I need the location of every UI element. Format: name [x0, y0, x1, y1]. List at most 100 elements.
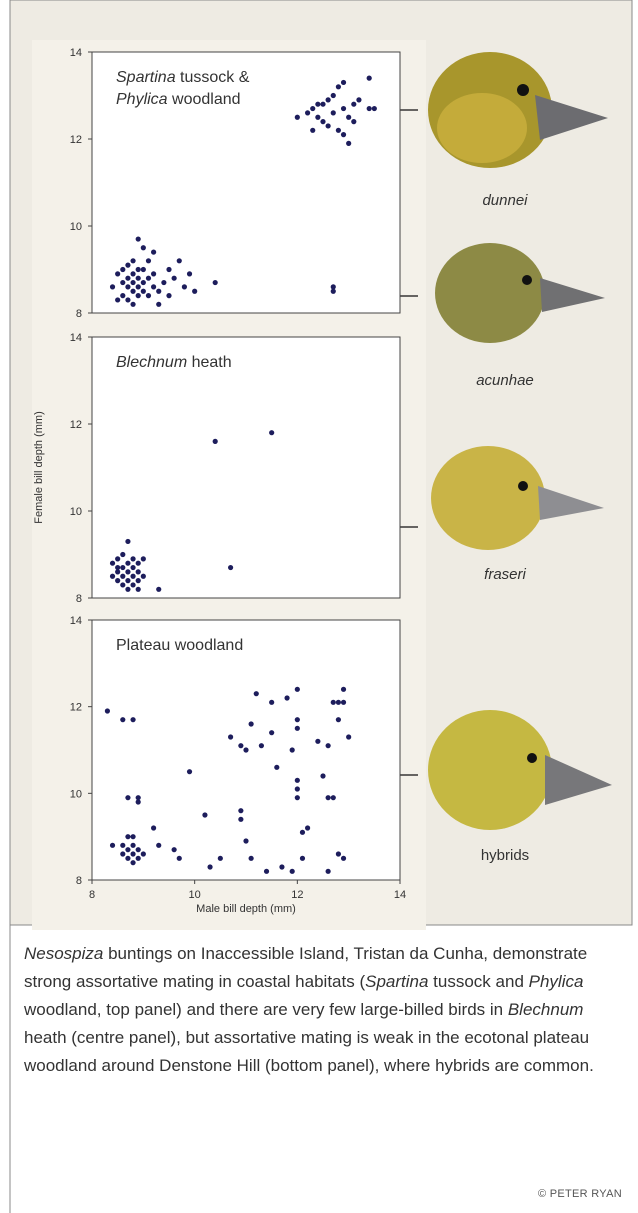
point [315, 102, 320, 107]
point [341, 687, 346, 692]
point [115, 297, 120, 302]
point [166, 267, 171, 272]
point [125, 795, 130, 800]
point [331, 93, 336, 98]
y-tick-label: 10 [70, 506, 82, 518]
point [331, 284, 336, 289]
point [305, 110, 310, 115]
point [326, 869, 331, 874]
y-tick-label: 8 [76, 593, 82, 605]
point [120, 582, 125, 587]
caption: Nesospiza buntings on Inaccessible Islan… [24, 940, 620, 1080]
point [295, 115, 300, 120]
panel-title: Phylica woodland [116, 91, 241, 108]
point [341, 700, 346, 705]
point [326, 123, 331, 128]
point [336, 84, 341, 89]
point [310, 106, 315, 111]
point [105, 708, 110, 713]
point [136, 569, 141, 574]
point [130, 271, 135, 276]
point [249, 721, 254, 726]
point [264, 869, 269, 874]
caption-text: Blechnum [508, 1000, 584, 1019]
point [125, 578, 130, 583]
caption-text: woodland, top panel) and there are very … [24, 1000, 508, 1019]
point [284, 695, 289, 700]
y-tick-label: 12 [70, 702, 82, 714]
point [161, 280, 166, 285]
point [172, 276, 177, 281]
point [151, 271, 156, 276]
point [372, 106, 377, 111]
credit: © PETER RYAN [538, 1188, 622, 1200]
caption-text: Spartina [365, 972, 428, 991]
point [326, 97, 331, 102]
title-part: Spartina [116, 69, 176, 86]
point [120, 293, 125, 298]
point [156, 587, 161, 592]
point [125, 539, 130, 544]
panel-title: Plateau woodland [116, 637, 243, 654]
point [315, 115, 320, 120]
point [136, 561, 141, 566]
point [156, 302, 161, 307]
point [243, 747, 248, 752]
point [290, 869, 295, 874]
caption-text: tussock and [428, 972, 528, 991]
point [315, 739, 320, 744]
point [320, 119, 325, 124]
point [125, 276, 130, 281]
point [295, 717, 300, 722]
point [120, 843, 125, 848]
y-tick-label: 14 [70, 615, 82, 627]
y-tick-label: 12 [70, 134, 82, 146]
point [213, 280, 218, 285]
point [295, 795, 300, 800]
point [130, 834, 135, 839]
point [259, 743, 264, 748]
point [310, 128, 315, 133]
bird-label: fraseri [484, 566, 526, 583]
point [136, 847, 141, 852]
point [192, 289, 197, 294]
point [110, 843, 115, 848]
point [346, 141, 351, 146]
point [130, 860, 135, 865]
point [130, 574, 135, 579]
point [341, 132, 346, 137]
point [130, 302, 135, 307]
y-tick-label: 14 [70, 332, 82, 344]
point [125, 263, 130, 268]
point [228, 565, 233, 570]
y-tick-label: 10 [70, 788, 82, 800]
point [336, 851, 341, 856]
x-tick-label: 8 [89, 889, 95, 901]
point [156, 843, 161, 848]
title-part: Plateau woodland [116, 637, 243, 654]
point [120, 574, 125, 579]
point [125, 284, 130, 289]
point [110, 574, 115, 579]
title-part: Blechnum [116, 354, 187, 371]
caption-text: Nesospiza [24, 944, 103, 963]
point [331, 795, 336, 800]
point [305, 825, 310, 830]
point [346, 115, 351, 120]
point [300, 856, 305, 861]
point [172, 847, 177, 852]
y-tick-label: 8 [76, 875, 82, 887]
point [295, 778, 300, 783]
point [125, 587, 130, 592]
point [156, 289, 161, 294]
point [336, 717, 341, 722]
point [269, 730, 274, 735]
point [336, 700, 341, 705]
point [341, 856, 346, 861]
point [125, 297, 130, 302]
x-tick-label: 10 [189, 889, 201, 901]
point [331, 110, 336, 115]
panel-title: Spartina tussock & [116, 69, 250, 86]
point [331, 700, 336, 705]
x-tick-label: 12 [291, 889, 303, 901]
